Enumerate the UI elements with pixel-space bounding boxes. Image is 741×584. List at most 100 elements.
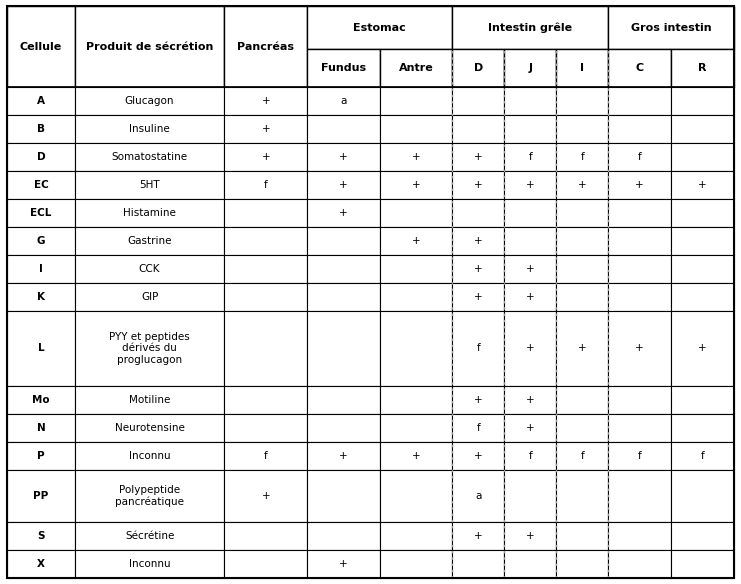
Text: +: + bbox=[474, 531, 482, 541]
Bar bbox=[7, 255, 75, 283]
Text: +: + bbox=[578, 343, 587, 353]
Text: Gastrine: Gastrine bbox=[127, 236, 172, 246]
Text: +: + bbox=[262, 152, 270, 162]
Text: Produit de sécrétion: Produit de sécrétion bbox=[86, 41, 213, 51]
Bar bbox=[7, 470, 75, 522]
Bar bbox=[225, 470, 307, 522]
Text: +: + bbox=[474, 236, 482, 246]
Bar bbox=[75, 283, 225, 311]
Bar bbox=[671, 386, 734, 414]
Bar bbox=[225, 171, 307, 199]
Bar bbox=[671, 414, 734, 442]
Text: C: C bbox=[636, 64, 644, 74]
Bar bbox=[671, 171, 734, 199]
Text: Antre: Antre bbox=[399, 64, 433, 74]
Text: +: + bbox=[635, 343, 644, 353]
Bar bbox=[608, 311, 671, 386]
Text: Motiline: Motiline bbox=[129, 395, 170, 405]
Bar bbox=[225, 143, 307, 171]
Text: f: f bbox=[638, 152, 642, 162]
Text: Inconnu: Inconnu bbox=[129, 559, 170, 569]
Bar bbox=[452, 311, 505, 386]
Bar bbox=[452, 255, 505, 283]
Bar bbox=[452, 50, 505, 87]
Bar bbox=[75, 227, 225, 255]
Bar bbox=[7, 171, 75, 199]
Bar bbox=[671, 199, 734, 227]
Bar bbox=[608, 115, 671, 143]
Bar bbox=[556, 414, 608, 442]
Text: +: + bbox=[526, 180, 534, 190]
Bar bbox=[225, 522, 307, 550]
Bar bbox=[505, 522, 556, 550]
Bar bbox=[608, 442, 671, 470]
Bar bbox=[225, 6, 307, 50]
Text: I: I bbox=[39, 264, 43, 274]
Bar bbox=[556, 6, 608, 50]
Text: CCK: CCK bbox=[139, 264, 160, 274]
Bar bbox=[7, 522, 75, 550]
Text: f: f bbox=[580, 152, 584, 162]
Bar bbox=[75, 199, 225, 227]
Text: Histamine: Histamine bbox=[123, 208, 176, 218]
Text: +: + bbox=[339, 152, 348, 162]
Bar bbox=[556, 50, 608, 87]
Bar bbox=[505, 386, 556, 414]
Bar bbox=[608, 386, 671, 414]
Bar bbox=[307, 115, 379, 143]
Bar bbox=[225, 227, 307, 255]
Bar bbox=[608, 199, 671, 227]
Bar bbox=[671, 442, 734, 470]
Bar bbox=[452, 522, 505, 550]
Bar bbox=[307, 414, 379, 442]
Bar bbox=[556, 115, 608, 143]
Bar bbox=[505, 255, 556, 283]
Text: +: + bbox=[412, 451, 420, 461]
Bar bbox=[225, 550, 307, 578]
Text: Glucagon: Glucagon bbox=[124, 96, 174, 106]
Bar bbox=[7, 550, 75, 578]
Text: f: f bbox=[638, 451, 642, 461]
Bar bbox=[608, 171, 671, 199]
Bar bbox=[556, 283, 608, 311]
Bar bbox=[452, 283, 505, 311]
Bar bbox=[556, 227, 608, 255]
Bar bbox=[556, 522, 608, 550]
Text: Mo: Mo bbox=[32, 395, 50, 405]
Bar bbox=[307, 6, 379, 50]
Text: Fundus: Fundus bbox=[321, 64, 366, 74]
Bar bbox=[505, 550, 556, 578]
Bar bbox=[75, 522, 225, 550]
Bar bbox=[671, 522, 734, 550]
Bar bbox=[7, 87, 75, 115]
Bar bbox=[608, 143, 671, 171]
Text: +: + bbox=[698, 180, 707, 190]
Text: L: L bbox=[38, 343, 44, 353]
Bar bbox=[307, 522, 379, 550]
Bar bbox=[505, 442, 556, 470]
Bar bbox=[75, 386, 225, 414]
Bar bbox=[379, 386, 452, 414]
Bar bbox=[225, 442, 307, 470]
Bar bbox=[7, 283, 75, 311]
Bar bbox=[379, 6, 452, 50]
Bar bbox=[307, 442, 379, 470]
Bar bbox=[608, 550, 671, 578]
Bar bbox=[608, 6, 734, 50]
Bar bbox=[225, 255, 307, 283]
Bar bbox=[307, 6, 452, 50]
Bar bbox=[556, 550, 608, 578]
Text: Cellule: Cellule bbox=[20, 41, 62, 51]
Text: K: K bbox=[37, 291, 45, 302]
Bar bbox=[505, 227, 556, 255]
Bar bbox=[452, 227, 505, 255]
Text: +: + bbox=[578, 180, 587, 190]
Bar bbox=[379, 283, 452, 311]
Bar bbox=[556, 199, 608, 227]
Bar bbox=[225, 283, 307, 311]
Text: D: D bbox=[37, 152, 45, 162]
Text: R: R bbox=[698, 64, 706, 74]
Bar bbox=[608, 255, 671, 283]
Text: +: + bbox=[474, 395, 482, 405]
Bar bbox=[505, 311, 556, 386]
